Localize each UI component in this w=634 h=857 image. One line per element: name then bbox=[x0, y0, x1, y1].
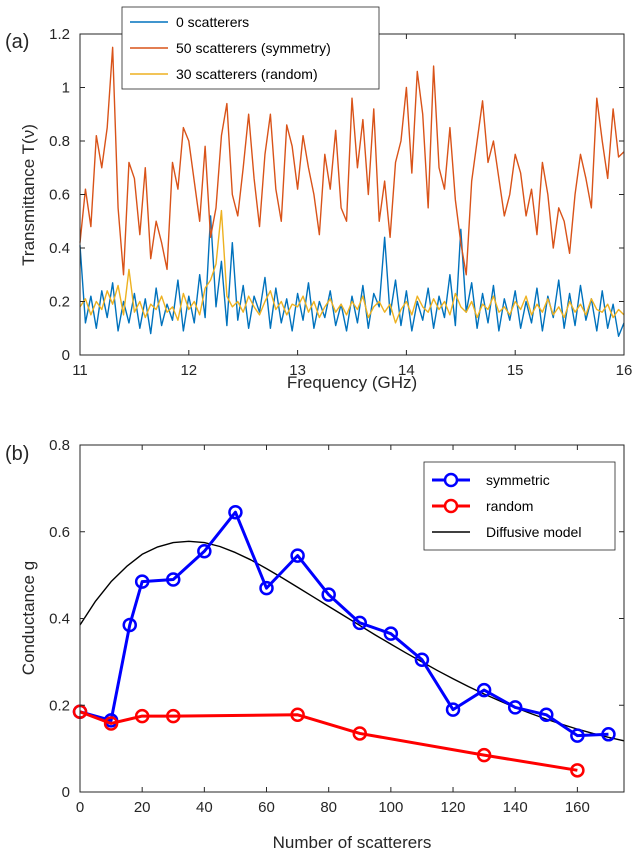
data-point-symmetric bbox=[321, 587, 336, 602]
legend-label-random: random bbox=[486, 498, 533, 514]
series-line-0-scatterers bbox=[79, 215, 625, 337]
data-point-random bbox=[290, 707, 305, 723]
panel-a-ytick-label: 0.8 bbox=[49, 133, 70, 150]
panel-a-xtick-label: 12 bbox=[180, 362, 197, 379]
legend-marker-symmetric bbox=[443, 472, 459, 488]
data-point-symmetric bbox=[507, 700, 523, 715]
panel-b-xtick-label: 140 bbox=[503, 799, 528, 816]
data-point-symmetric bbox=[228, 504, 243, 520]
legend-label-30-scatterers: 30 scatterers (random) bbox=[176, 66, 318, 82]
panel-a-xtick-label: 16 bbox=[616, 362, 633, 379]
panel-b-ytick-label: 0.8 bbox=[49, 437, 70, 454]
panel-b-xtick-label: 60 bbox=[258, 799, 275, 816]
legend-label-symmetric: symmetric bbox=[486, 472, 550, 488]
data-point-random bbox=[570, 763, 585, 778]
data-point-symmetric bbox=[414, 652, 430, 667]
panel-a-xlabel: Frequency (GHz) bbox=[287, 373, 417, 392]
panel-a-ylabel: Transmittance T(ν) bbox=[19, 124, 38, 266]
data-point-random bbox=[476, 747, 492, 763]
panel-a-legend: 0 scatterers 50 scatterers (symmetry) 30… bbox=[121, 6, 380, 90]
panel-a-plot-area bbox=[79, 46, 625, 337]
panel-a-ticks: 11 12 13 14 15 16 0 0.2 0.4 0.6 0.8 1 1.2 bbox=[49, 26, 632, 379]
data-point-symmetric bbox=[445, 702, 461, 717]
data-point-symmetric bbox=[290, 548, 305, 563]
panel-b-xlabel: Number of scatterers bbox=[273, 833, 432, 852]
data-point-symmetric bbox=[570, 728, 585, 743]
panel-a-ytick-label: 1 bbox=[62, 80, 70, 97]
data-point-symmetric bbox=[166, 572, 181, 587]
panel-b-label: (b) bbox=[5, 443, 29, 465]
panel-b-ylabel: Conductance g bbox=[19, 561, 38, 675]
series-line-random bbox=[79, 710, 578, 772]
panel-b-xtick-label: 80 bbox=[320, 799, 337, 816]
panel-b-plot-area bbox=[72, 504, 625, 778]
data-point-symmetric bbox=[601, 727, 616, 742]
data-point-symmetric bbox=[383, 626, 399, 641]
panel-b-ticks: 0 20 40 60 80 100 120 140 160 0 0.2 0.4 0.6 0.8 bbox=[49, 437, 624, 816]
panel-b-xtick-label: 0 bbox=[76, 799, 84, 816]
panel-b-xtick-label: 40 bbox=[196, 799, 213, 816]
panel-a-ytick-label: 0.6 bbox=[49, 187, 70, 204]
series-line-30-scatterers-random bbox=[79, 209, 625, 324]
panel-b-ytick-label: 0.2 bbox=[49, 697, 70, 714]
panel-a-ytick-label: 0.2 bbox=[49, 294, 70, 311]
panel-b-xtick-label: 100 bbox=[378, 799, 403, 816]
panel-a: (a) 11 12 13 14 15 16 0 0.2 0.4 0.6 0.8 1 1.2 Freque… bbox=[5, 6, 632, 392]
panel-b: (b) 0 20 40 60 80 100 120 140 160 0 0.2 0.4 0.6 0.8 N… bbox=[5, 437, 625, 852]
data-point-symmetric bbox=[352, 615, 368, 631]
data-point-symmetric bbox=[134, 574, 150, 589]
panel-b-ytick-label: 0.4 bbox=[49, 611, 70, 628]
data-point-random bbox=[166, 708, 181, 724]
legend-marker-random bbox=[443, 498, 459, 514]
data-point-symmetric bbox=[539, 707, 554, 723]
data-point-random bbox=[352, 726, 368, 741]
series-line-50-scatterers-symmetry bbox=[79, 46, 625, 276]
panel-b-ytick-label: 0.6 bbox=[49, 524, 70, 541]
panel-a-xtick-label: 13 bbox=[289, 362, 306, 379]
panel-a-xtick-label: 15 bbox=[507, 362, 524, 379]
data-point-symmetric bbox=[259, 580, 274, 596]
data-point-symmetric bbox=[122, 617, 137, 633]
legend-label-0-scatterers: 0 scatterers bbox=[176, 14, 249, 30]
panel-b-xtick-label: 20 bbox=[134, 799, 151, 816]
panel-b-ytick-label: 0 bbox=[62, 784, 70, 801]
panel-a-ytick-label: 1.2 bbox=[49, 26, 70, 43]
panel-a-xtick-label: 14 bbox=[398, 362, 415, 379]
panel-a-label: (a) bbox=[5, 31, 29, 53]
panel-b-xtick-label: 120 bbox=[441, 799, 466, 816]
legend-label-diffusive-model: Diffusive model bbox=[486, 524, 581, 540]
panel-a-ytick-label: 0.4 bbox=[49, 240, 70, 257]
data-point-symmetric bbox=[476, 682, 492, 698]
series-line-diffusive-model bbox=[79, 540, 625, 742]
data-point-random bbox=[103, 716, 119, 731]
panel-a-xtick-label: 11 bbox=[72, 362, 88, 379]
data-point-random bbox=[134, 708, 150, 724]
panel-b-legend: symmetric random Diffusive model bbox=[423, 461, 616, 551]
panel-b-xtick-label: 160 bbox=[565, 799, 590, 816]
legend-label-50-scatterers: 50 scatterers (symmetry) bbox=[176, 40, 331, 56]
panel-a-ytick-label: 0 bbox=[62, 347, 70, 364]
data-point-symmetric bbox=[197, 544, 212, 559]
series-line-symmetric bbox=[79, 510, 609, 738]
